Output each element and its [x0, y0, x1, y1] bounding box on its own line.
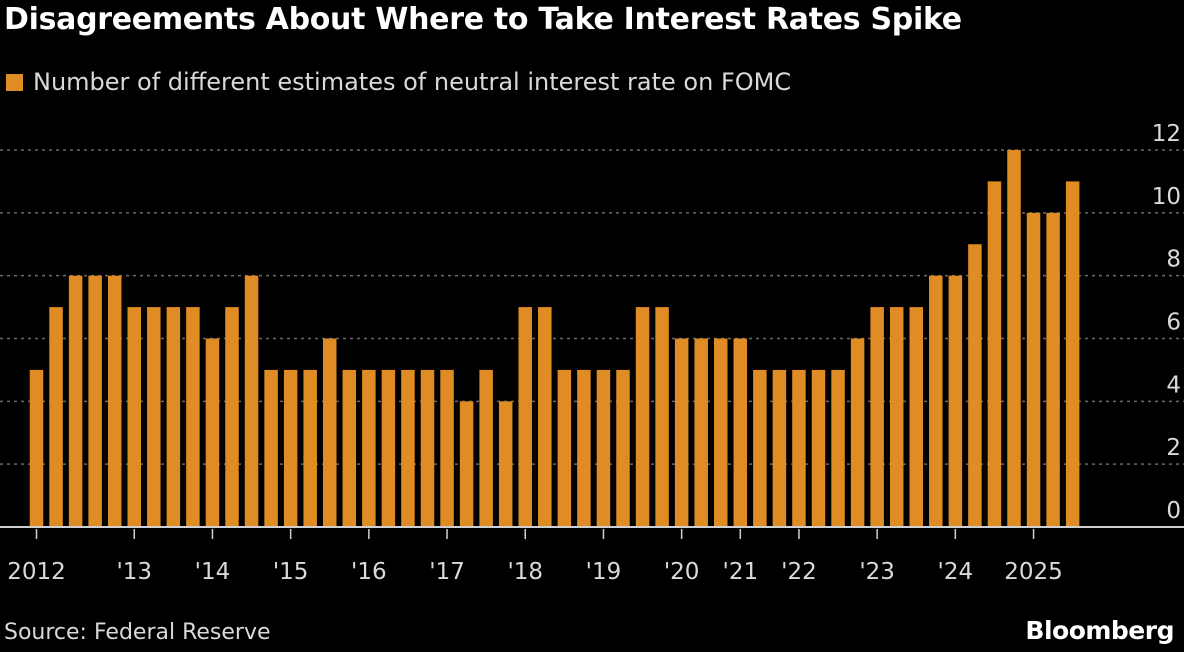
bar — [264, 369, 278, 527]
bar — [850, 338, 865, 527]
bar — [381, 369, 396, 527]
y-tick-label: 6 — [1166, 310, 1181, 336]
bar — [948, 275, 963, 527]
bar — [420, 369, 435, 527]
bar — [733, 338, 748, 527]
legend-label: Number of different estimates of neutral… — [33, 68, 792, 96]
y-tick-label: 12 — [1152, 121, 1181, 147]
bar — [1026, 212, 1041, 528]
bar — [49, 307, 63, 527]
bar — [303, 369, 317, 527]
bar — [186, 307, 200, 527]
x-tick-label: '19 — [586, 559, 622, 585]
x-tick-label: '15 — [273, 559, 309, 585]
y-tick-label: 2 — [1166, 435, 1181, 461]
y-tick-label: 10 — [1152, 184, 1181, 210]
bar — [147, 307, 161, 527]
x-tick-label: '18 — [507, 559, 543, 585]
x-tick-label: '22 — [781, 559, 817, 585]
x-tick-label: '20 — [664, 559, 700, 585]
bar — [166, 307, 181, 527]
bar — [831, 369, 845, 527]
bar — [323, 338, 337, 527]
bar — [244, 275, 259, 527]
x-tick-label: '14 — [195, 559, 231, 585]
y-tick-label: 8 — [1166, 247, 1181, 273]
bar — [459, 401, 474, 527]
bar — [538, 307, 552, 527]
bar — [557, 369, 572, 527]
bar — [1046, 212, 1060, 528]
x-tick-label: '13 — [116, 559, 152, 585]
x-tick-label: '17 — [429, 559, 465, 585]
bar — [987, 181, 1002, 527]
bar — [107, 275, 122, 527]
bar — [205, 338, 220, 527]
y-tick-label: 4 — [1166, 372, 1181, 398]
bar — [479, 369, 493, 527]
bar — [596, 369, 611, 527]
source-note: Source: Federal Reserve — [4, 620, 271, 645]
bar — [29, 369, 44, 527]
bar — [792, 369, 806, 527]
bar — [968, 244, 982, 527]
bar — [225, 307, 239, 527]
bar — [283, 369, 298, 527]
chart-title: Disagreements About Where to Take Intere… — [4, 2, 962, 37]
bar — [870, 307, 884, 527]
bar — [714, 338, 728, 527]
bar — [498, 401, 513, 527]
bar — [616, 369, 630, 527]
bar — [909, 307, 923, 527]
bar — [889, 307, 904, 527]
bar — [127, 307, 141, 527]
bar — [342, 369, 357, 527]
x-tick-label: '23 — [859, 559, 895, 585]
bar — [811, 369, 826, 527]
bar — [655, 307, 669, 527]
y-tick-label: 0 — [1166, 498, 1181, 524]
bloomberg-logo: Bloomberg — [1025, 616, 1174, 645]
bar — [518, 307, 532, 527]
bar — [362, 369, 376, 527]
bar — [929, 275, 943, 527]
bar — [753, 369, 767, 527]
bar — [88, 275, 102, 527]
legend-swatch — [6, 73, 23, 91]
bar — [577, 369, 591, 527]
x-tick-label: '24 — [938, 559, 974, 585]
x-tick-label: '21 — [723, 559, 759, 585]
x-tick-label: 2012 — [7, 559, 66, 585]
bar — [401, 369, 415, 527]
x-tick-label: '16 — [351, 559, 387, 585]
bar — [1065, 181, 1080, 527]
bar — [68, 275, 83, 527]
bar — [1007, 150, 1021, 527]
bar — [772, 369, 787, 527]
legend: Number of different estimates of neutral… — [6, 68, 791, 96]
x-tick-label: 2025 — [1004, 559, 1063, 585]
bar — [635, 307, 650, 527]
bar — [440, 369, 454, 527]
bar — [694, 338, 708, 527]
bar — [674, 338, 689, 527]
